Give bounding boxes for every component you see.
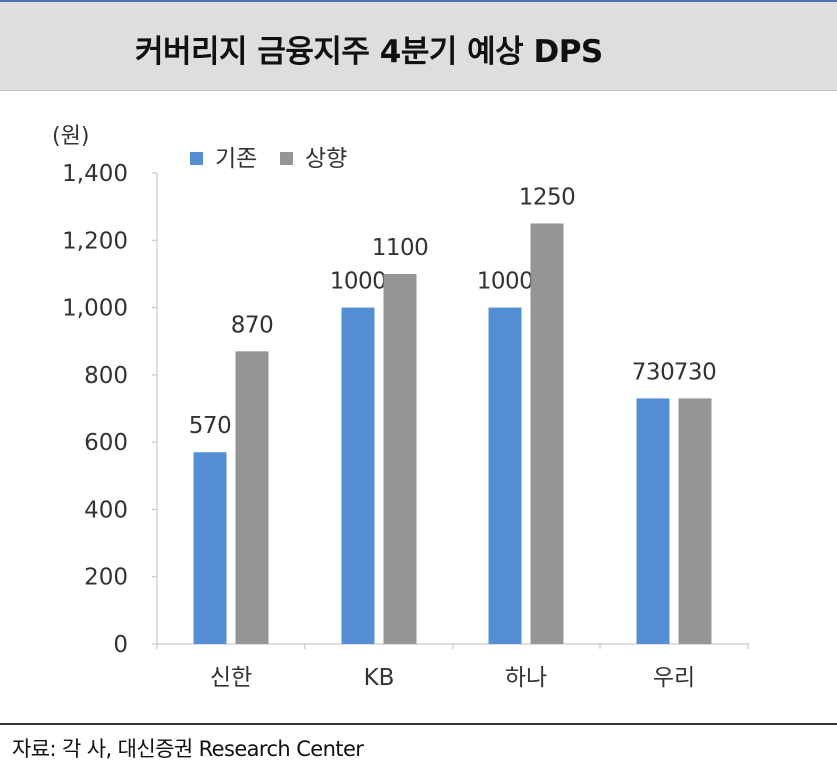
bar-상향-KB xyxy=(383,273,417,644)
x-category-label: 신한 xyxy=(210,665,252,691)
title-band: 커버리지 금융지주 4분기 예상 DPS xyxy=(0,2,837,91)
bar-기존-신한 xyxy=(193,452,227,644)
legend-label-1: 기존 xyxy=(215,146,257,172)
data-label: 1250 xyxy=(519,184,576,210)
x-category-label: KB xyxy=(364,665,395,691)
data-label: 1000 xyxy=(477,269,534,295)
bar-상향-우리 xyxy=(678,398,712,644)
data-label: 730 xyxy=(632,359,674,385)
y-tick-label: 200 xyxy=(84,565,128,591)
bar-기존-KB xyxy=(341,307,375,644)
legend-swatch-2 xyxy=(280,152,293,165)
chart-title: 커버리지 금융지주 4분기 예상 DPS xyxy=(135,34,603,70)
y-tick-label: 0 xyxy=(113,632,128,658)
data-label: 1000 xyxy=(330,269,387,295)
bar-기존-우리 xyxy=(636,398,670,644)
legend-label-2: 상향 xyxy=(305,146,347,172)
x-category-label: 하나 xyxy=(505,665,547,691)
y-tick-label: 600 xyxy=(84,430,128,456)
y-tick-label: 1,000 xyxy=(62,296,128,322)
bar-상향-하나 xyxy=(530,223,564,644)
bar-기존-하나 xyxy=(488,307,522,644)
y-tick-label: 800 xyxy=(84,363,128,389)
top-rule xyxy=(0,0,837,2)
legend-swatch-1 xyxy=(190,152,203,165)
data-label: 870 xyxy=(231,312,273,338)
y-tick-label: 1,200 xyxy=(62,228,128,254)
footer-rule xyxy=(0,723,837,725)
data-label: 570 xyxy=(189,413,231,439)
y-axis-unit: (원) xyxy=(52,124,89,149)
bar-상향-신한 xyxy=(235,351,269,644)
y-tick-label: 400 xyxy=(84,497,128,523)
data-label: 1100 xyxy=(372,235,429,261)
data-label: 730 xyxy=(674,359,716,385)
y-tick-label: 1,400 xyxy=(62,161,128,187)
x-category-label: 우리 xyxy=(653,665,695,691)
source-note: 자료: 각 사, 대신증권 Research Center xyxy=(12,737,364,761)
